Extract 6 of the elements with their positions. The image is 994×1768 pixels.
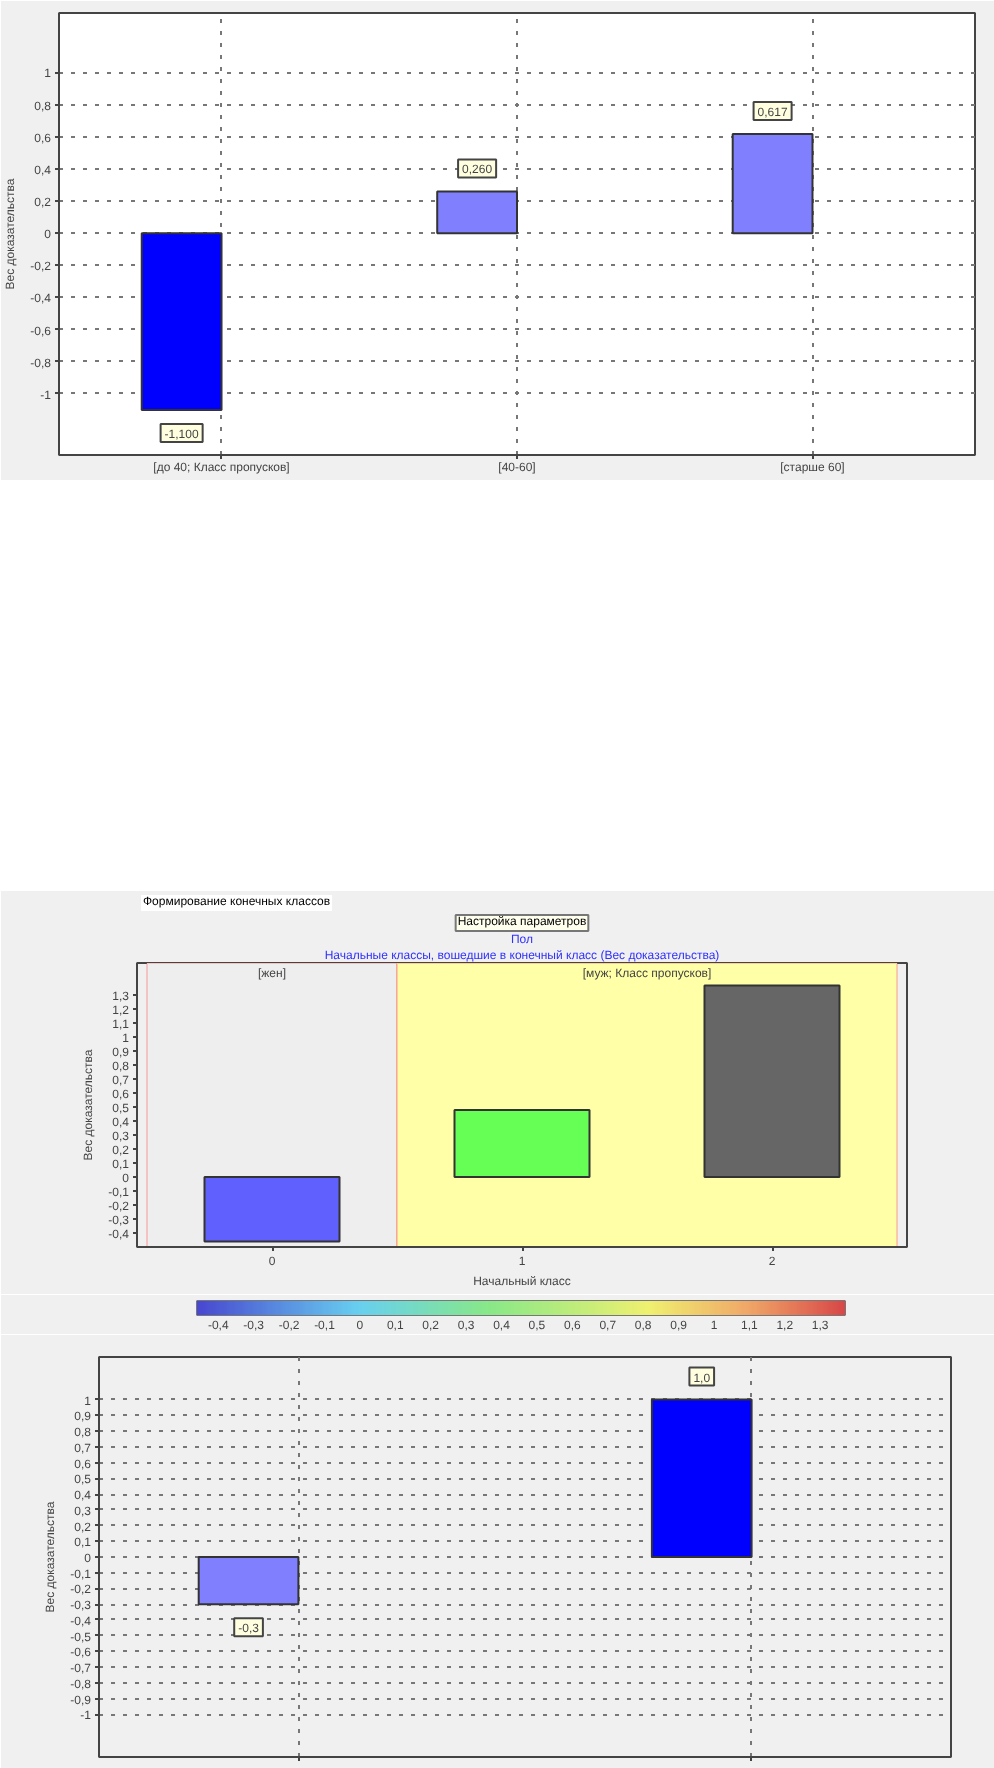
bar <box>203 1176 341 1243</box>
bar <box>731 133 814 235</box>
bar <box>140 232 223 411</box>
bar <box>703 984 841 1179</box>
bar <box>436 190 518 235</box>
bar <box>453 1108 591 1179</box>
